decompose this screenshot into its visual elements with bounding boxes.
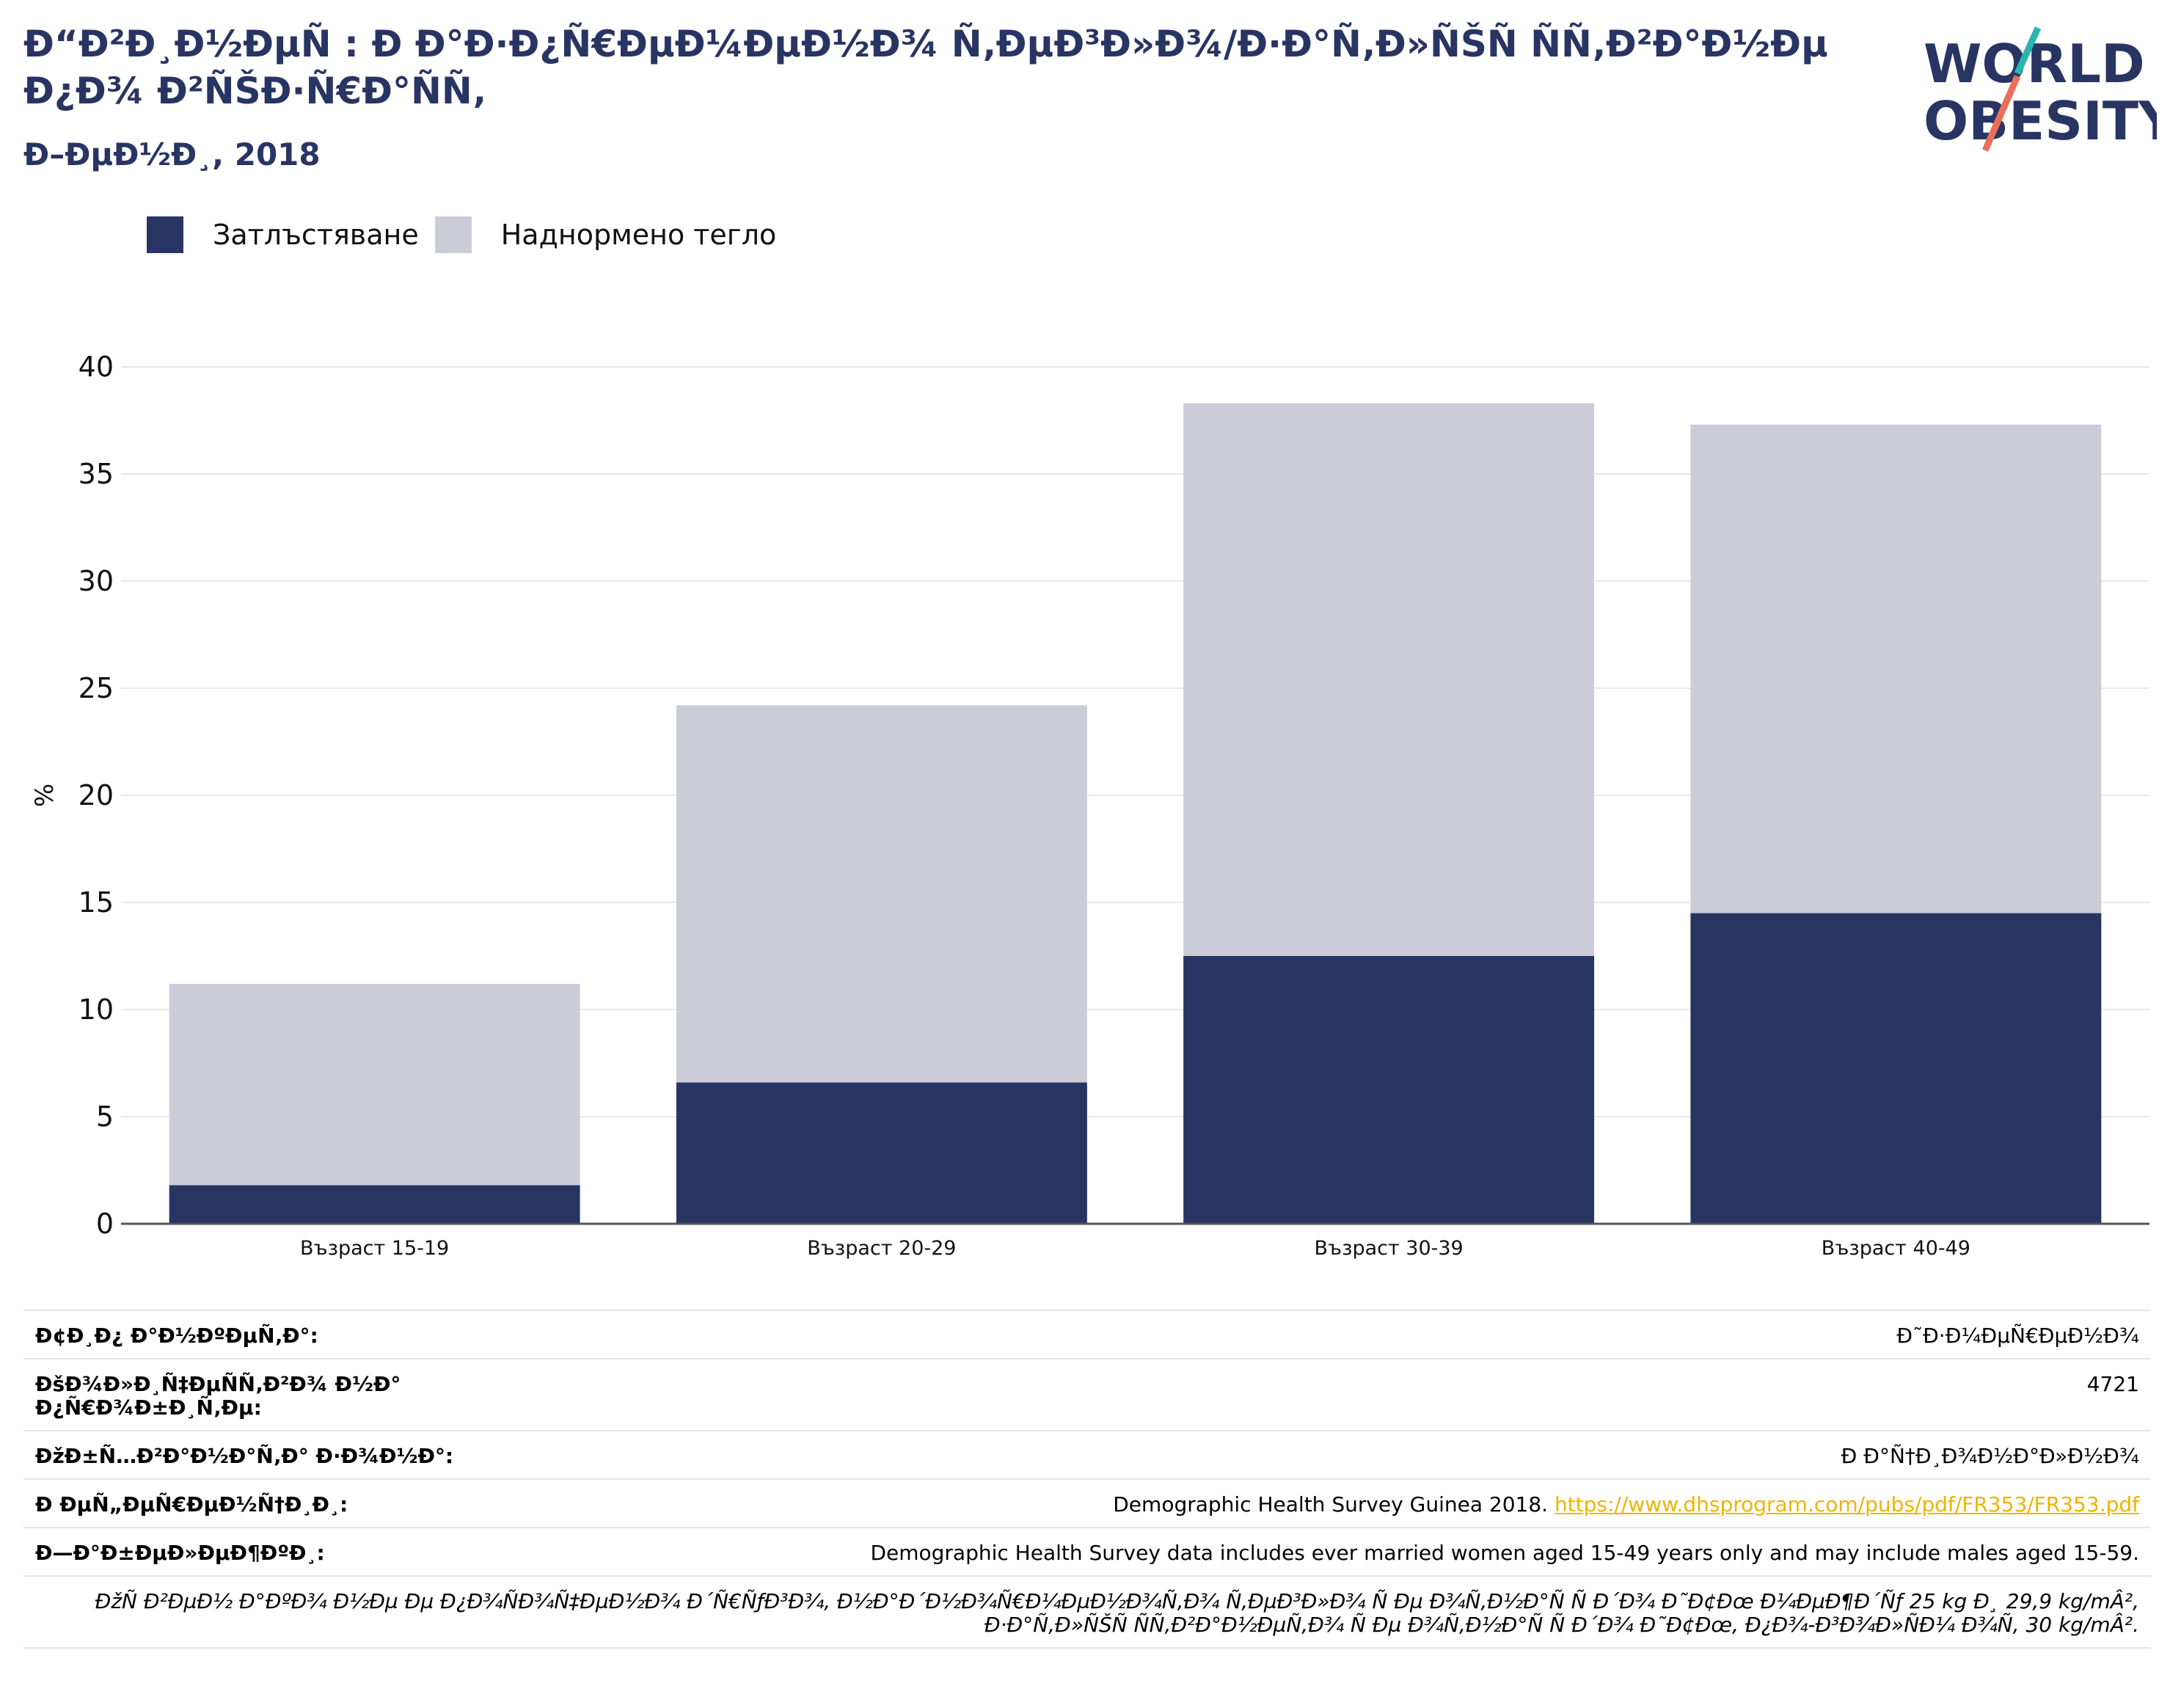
- world-obesity-logo: WORLD OBESITY: [1924, 26, 2157, 152]
- legend-swatch-overweight: [434, 216, 472, 253]
- reference-text: Demographic Health Survey Guinea 2018.: [1113, 1492, 1555, 1517]
- x-tick-label: Възраст 30-39: [1314, 1237, 1463, 1260]
- logo-slash-coral-icon: [1981, 75, 2021, 152]
- bar-overweight[interactable]: [1183, 403, 1595, 956]
- legend-label-overweight: Наднормено тегло: [500, 219, 777, 251]
- x-tick-label: Възраст 15-19: [300, 1237, 449, 1260]
- info-row-sample-size: ÐšÐ¾Ð»Ð¸Ñ‡ÐµÑÑ‚Ð²Ð¾ Ð½Ð° Ð¿Ñ€Ð¾Ð±Ð¸Ñ‚Ðµ:…: [23, 1358, 2151, 1430]
- chart-title: Ð“Ð²Ð¸Ð½ÐµÑ : Ð Ð°Ð·Ð¿Ñ€ÐµÐ¼ÐµÐ½Ð¾ Ñ‚ÐµÐ…: [23, 23, 1828, 112]
- y-tick-label: 25: [78, 672, 114, 704]
- y-axis-title: %: [30, 784, 59, 807]
- info-value: Demographic Health Survey data includes …: [870, 1541, 2139, 1565]
- bar-obesity[interactable]: [676, 1082, 1087, 1224]
- bar-overweight[interactable]: [169, 983, 580, 1186]
- chart-legend: Затлъстяване Наднормено тегло: [147, 216, 792, 253]
- y-tick-label: 10: [78, 993, 114, 1026]
- reference-link[interactable]: https://www.dhsprogram.com/pubs/pdf/FR35…: [1554, 1492, 2139, 1517]
- y-tick-label: 15: [78, 886, 114, 919]
- legend-swatch-obesity: [147, 216, 183, 253]
- info-key: ÐžÐ±Ñ…Ð²Ð°Ð½Ð°Ñ‚Ð° Ð·Ð¾Ð½Ð°:: [35, 1444, 454, 1468]
- y-tick-label: 20: [78, 779, 114, 811]
- legend-item-overweight[interactable]: Наднормено тегло: [434, 216, 777, 253]
- legend-item-obesity[interactable]: Затлъстяване: [147, 216, 419, 253]
- info-row-footnote: ÐžÑ Ð²ÐµÐ½ Ð°ÐºÐ¾ Ð½Ðµ Ðµ Ð¿Ð¾ÑÐ¾Ñ‡ÐµÐ½Ð…: [23, 1575, 2151, 1649]
- info-row-references: Ð ÐµÑ„ÐµÑ€ÐµÐ½Ñ†Ð¸Ð¸: Demographic Health…: [23, 1478, 2151, 1527]
- info-row-survey-type: Ð¢Ð¸Ð¿ Ð°Ð½ÐºÐµÑ‚Ð°: Ð˜Ð·Ð¼ÐµÑ€ÐµÐ½Ð¾: [23, 1310, 2151, 1358]
- bar-obesity[interactable]: [1690, 913, 2102, 1224]
- info-value: Ð Ð°Ñ†Ð¸Ð¾Ð½Ð°Ð»Ð½Ð¾: [1841, 1444, 2139, 1468]
- info-key: ÐšÐ¾Ð»Ð¸Ñ‡ÐµÑÑ‚Ð²Ð¾ Ð½Ð° Ð¿Ñ€Ð¾Ð±Ð¸Ñ‚Ðµ:: [35, 1372, 401, 1420]
- info-key: Ð ÐµÑ„ÐµÑ€ÐµÐ½Ñ†Ð¸Ð¸:: [35, 1492, 348, 1517]
- info-value: Demographic Health Survey Guinea 2018. h…: [1113, 1493, 2139, 1517]
- x-tick-label: Възраст 20-29: [807, 1237, 956, 1260]
- info-table: Ð¢Ð¸Ð¿ Ð°Ð½ÐºÐµÑ‚Ð°: Ð˜Ð·Ð¼ÐµÑ€ÐµÐ½Ð¾ Ðš…: [23, 1310, 2151, 1649]
- y-tick-label: 35: [78, 458, 114, 490]
- bar-overweight[interactable]: [676, 705, 1087, 1083]
- info-row-area-covered: ÐžÐ±Ñ…Ð²Ð°Ð½Ð°Ñ‚Ð° Ð·Ð¾Ð½Ð°: Ð Ð°Ñ†Ð¸Ð¾Ð…: [23, 1430, 2151, 1478]
- legend-label-obesity: Затлъстяване: [213, 219, 419, 251]
- x-tick-label: Възраст 40-49: [1822, 1237, 1970, 1260]
- info-value: 4721: [2086, 1372, 2139, 1396]
- chart-subtitle: Ð–ÐµÐ½Ð¸, 2018: [23, 136, 321, 172]
- bar-obesity[interactable]: [169, 1185, 580, 1224]
- y-tick-label: 0: [96, 1208, 114, 1240]
- logo-word-obesity: OBESITY: [1924, 90, 2157, 152]
- y-tick-label: 40: [78, 351, 114, 383]
- info-key: Ð—Ð°Ð±ÐµÐ»ÐµÐ¶ÐºÐ¸:: [35, 1541, 325, 1565]
- info-value: Ð˜Ð·Ð¼ÐµÑ€ÐµÐ½Ð¾: [1896, 1324, 2139, 1348]
- bar-obesity[interactable]: [1183, 956, 1595, 1224]
- info-key: Ð¢Ð¸Ð¿ Ð°Ð½ÐºÐµÑ‚Ð°:: [35, 1324, 318, 1348]
- bar-overweight[interactable]: [1690, 424, 2102, 913]
- logo-slash-teal-icon: [2014, 26, 2042, 75]
- footnote-text: ÐžÑ Ð²ÐµÐ½ Ð°ÐºÐ¾ Ð½Ðµ Ðµ Ð¿Ð¾ÑÐ¾Ñ‡ÐµÐ½Ð…: [95, 1589, 2139, 1637]
- stacked-bar-chart: 0 5 10 15 20 25 30 35 40% Възраст 15-19 Възраст 20…: [30, 351, 2149, 1260]
- info-row-notes: Ð—Ð°Ð±ÐµÐ»ÐµÐ¶ÐºÐ¸: Demographic Health S…: [23, 1527, 2151, 1575]
- y-tick-label: 30: [78, 565, 114, 597]
- y-tick-label: 5: [96, 1101, 114, 1133]
